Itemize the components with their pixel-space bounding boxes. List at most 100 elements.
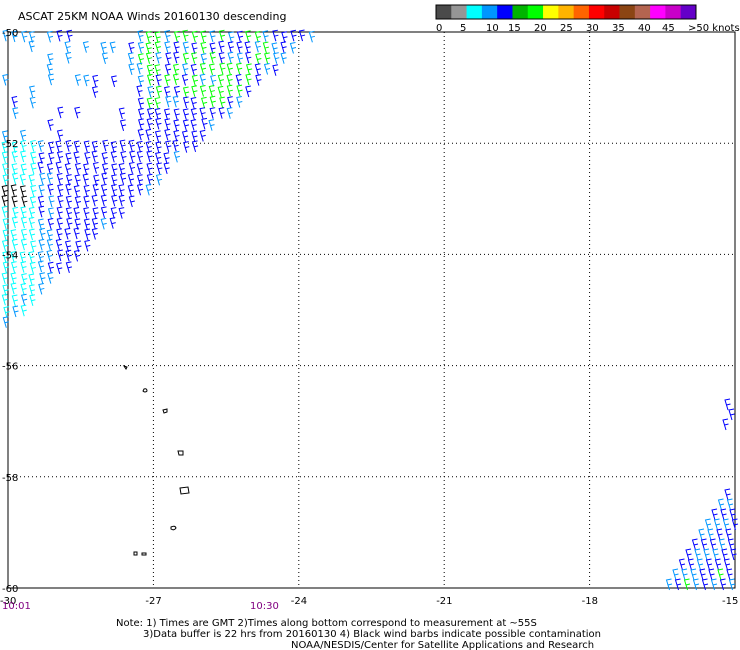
wind-barb: [1, 272, 8, 285]
wind-barb: [64, 163, 71, 175]
wind-barb: [724, 398, 731, 411]
wind-barb: [273, 52, 280, 64]
wind-barb: [199, 107, 206, 119]
wind-barb: [28, 31, 36, 43]
wind-barb: [272, 64, 279, 76]
wind-barb: [129, 150, 136, 163]
wind-barb: [38, 205, 45, 218]
wind-barb: [29, 96, 36, 109]
wind-barb: [722, 518, 730, 531]
wind-barb: [2, 217, 9, 230]
wind-barb: [172, 139, 179, 152]
wind-barb: [2, 162, 9, 175]
wind-barb: [2, 316, 9, 328]
wind-barb: [173, 51, 180, 64]
note-line-1: Note: 1) Times are GMT 2)Times along bot…: [116, 618, 537, 629]
wind-barb: [100, 217, 107, 230]
wind-barb: [128, 139, 135, 152]
wind-barb: [39, 172, 46, 185]
wind-barb: [146, 150, 153, 163]
wind-barb: [56, 206, 63, 219]
wind-barb: [155, 173, 163, 186]
wind-barb: [2, 284, 9, 296]
wind-barb: [717, 498, 725, 511]
wind-barb: [227, 51, 234, 64]
wind-barb: [65, 140, 72, 152]
wind-barb: [73, 140, 80, 153]
wind-barb: [199, 73, 206, 86]
wind-barb: [145, 140, 152, 153]
island-3: [162, 408, 168, 414]
wind-barb: [55, 161, 62, 174]
wind-barb: [182, 96, 190, 109]
legend-swatch: [665, 5, 682, 19]
wind-barb: [74, 196, 82, 208]
wind-barb: [66, 29, 73, 42]
wind-barb: [65, 195, 73, 208]
wind-barb: [20, 139, 27, 152]
wind-barb: [290, 29, 297, 42]
wind-barb: [11, 195, 18, 208]
wind-barb: [182, 52, 190, 65]
wind-barb: [91, 140, 98, 153]
wind-barb: [164, 118, 171, 130]
wind-barb: [255, 74, 262, 86]
wind-barb: [172, 73, 180, 86]
wind-barb: [10, 229, 17, 241]
legend-swatch: [512, 5, 529, 19]
wind-barb: [155, 141, 162, 154]
wind-barb: [101, 172, 108, 185]
wind-barb: [102, 139, 109, 152]
wind-barb: [83, 184, 90, 197]
wind-barb: [694, 548, 701, 561]
wind-barb: [128, 41, 135, 54]
wind-barb: [136, 140, 144, 153]
wind-barb: [154, 107, 161, 120]
wind-barb: [209, 95, 216, 108]
legend: 0 5 10 15 20 25 30 35 40 45 >50 knots: [435, 4, 740, 34]
wind-barb: [154, 41, 161, 53]
wind-barb: [110, 150, 117, 163]
wind-barb: [136, 174, 144, 186]
legend-label: 35: [612, 23, 625, 34]
wind-barb: [227, 41, 234, 53]
lat-label: -56: [2, 362, 18, 373]
wind-barb: [11, 141, 19, 153]
wind-barb: [84, 228, 91, 241]
island-2: [142, 388, 148, 393]
wind-barb: [724, 488, 731, 501]
wind-barb: [182, 108, 189, 121]
wind-barb: [236, 84, 243, 97]
wind-barb: [704, 518, 712, 531]
wind-barb: [209, 42, 216, 55]
legend-swatch: [466, 5, 483, 19]
wind-barb: [65, 249, 72, 262]
wind-barb: [47, 207, 55, 220]
wind-barb: [1, 130, 9, 143]
wind-barb: [47, 183, 54, 196]
wind-barb: [137, 97, 145, 110]
wind-barb: [245, 85, 252, 98]
legend-swatch: [481, 5, 498, 19]
wind-barb: [254, 40, 261, 53]
wind-barb: [147, 86, 154, 98]
wind-barb: [48, 195, 55, 208]
wind-barb: [39, 227, 46, 240]
wind-barb: [100, 41, 107, 54]
wind-barb: [137, 41, 145, 54]
wind-barb: [146, 97, 153, 110]
wind-barb: [3, 306, 10, 318]
wind-barb: [38, 184, 45, 196]
wind-barb: [721, 548, 728, 561]
wind-barb: [154, 31, 161, 43]
island-8: [141, 552, 147, 556]
wind-barb: [165, 140, 172, 153]
wind-barb: [2, 261, 10, 274]
legend-swatch: [680, 5, 697, 19]
wind-barb: [19, 173, 26, 186]
wind-barb: [145, 52, 153, 64]
legend-swatch: [451, 5, 467, 19]
wind-barb: [173, 41, 180, 53]
wind-barb: [1, 141, 8, 153]
wind-barb: [92, 74, 99, 87]
